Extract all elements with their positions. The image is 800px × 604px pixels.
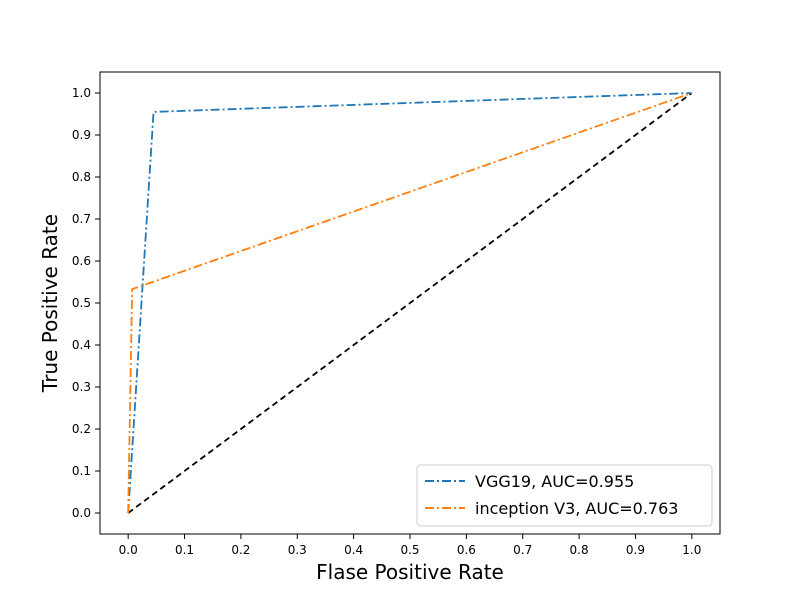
series-line-inception-v3 xyxy=(127,92,693,514)
reference-layer xyxy=(127,92,693,514)
x-tick-label: 0.7 xyxy=(513,543,532,557)
y-tick-label: 1.0 xyxy=(72,86,91,100)
x-axis-ticks: 0.0 0.1 0.2 0.3 0.4 0.5 0.6 0.7 0.8 0.9 1.0 xyxy=(119,534,701,557)
y-tick-label: 0.7 xyxy=(72,212,91,226)
legend-frame xyxy=(416,464,713,527)
x-tick-label: 1.0 xyxy=(682,543,701,557)
y-tick-label: 0.6 xyxy=(72,254,91,268)
y-tick-label: 0.8 xyxy=(72,170,91,184)
x-tick-label: 0.8 xyxy=(570,543,589,557)
y-tick-label: 0.0 xyxy=(72,506,91,520)
x-tick-label: 0.2 xyxy=(231,543,250,557)
x-tick-label: 0.3 xyxy=(288,543,307,557)
reference-diagonal-line xyxy=(127,92,693,514)
legend: VGG19, AUC=0.955 inception V3, AUC=0.763 xyxy=(416,464,713,527)
y-tick-label: 0.4 xyxy=(72,338,91,352)
x-axis-label: Flase Positive Rate xyxy=(316,560,504,584)
series-layer xyxy=(127,92,693,514)
x-tick-label: 0.9 xyxy=(626,543,645,557)
legend-label-vgg19: VGG19, AUC=0.955 xyxy=(475,472,634,491)
y-tick-label: 0.2 xyxy=(72,422,91,436)
y-tick-label: 0.5 xyxy=(72,296,91,310)
y-tick-label: 0.1 xyxy=(72,464,91,478)
y-tick-label: 0.3 xyxy=(72,380,91,394)
x-tick-label: 0.1 xyxy=(175,543,194,557)
y-tick-label: 0.9 xyxy=(72,128,91,142)
x-tick-label: 0.4 xyxy=(344,543,363,557)
x-tick-label: 0.6 xyxy=(457,543,476,557)
series-line-vgg19 xyxy=(127,92,692,514)
y-axis-label: True Positive Rate xyxy=(38,214,62,393)
x-tick-label: 0.0 xyxy=(119,543,138,557)
y-axis-ticks: 0.0 0.1 0.2 0.3 0.4 0.5 0.6 0.7 0.8 0.9 1.0 xyxy=(72,86,100,520)
x-tick-label: 0.5 xyxy=(400,543,419,557)
legend-label-inception-v3: inception V3, AUC=0.763 xyxy=(475,499,678,518)
